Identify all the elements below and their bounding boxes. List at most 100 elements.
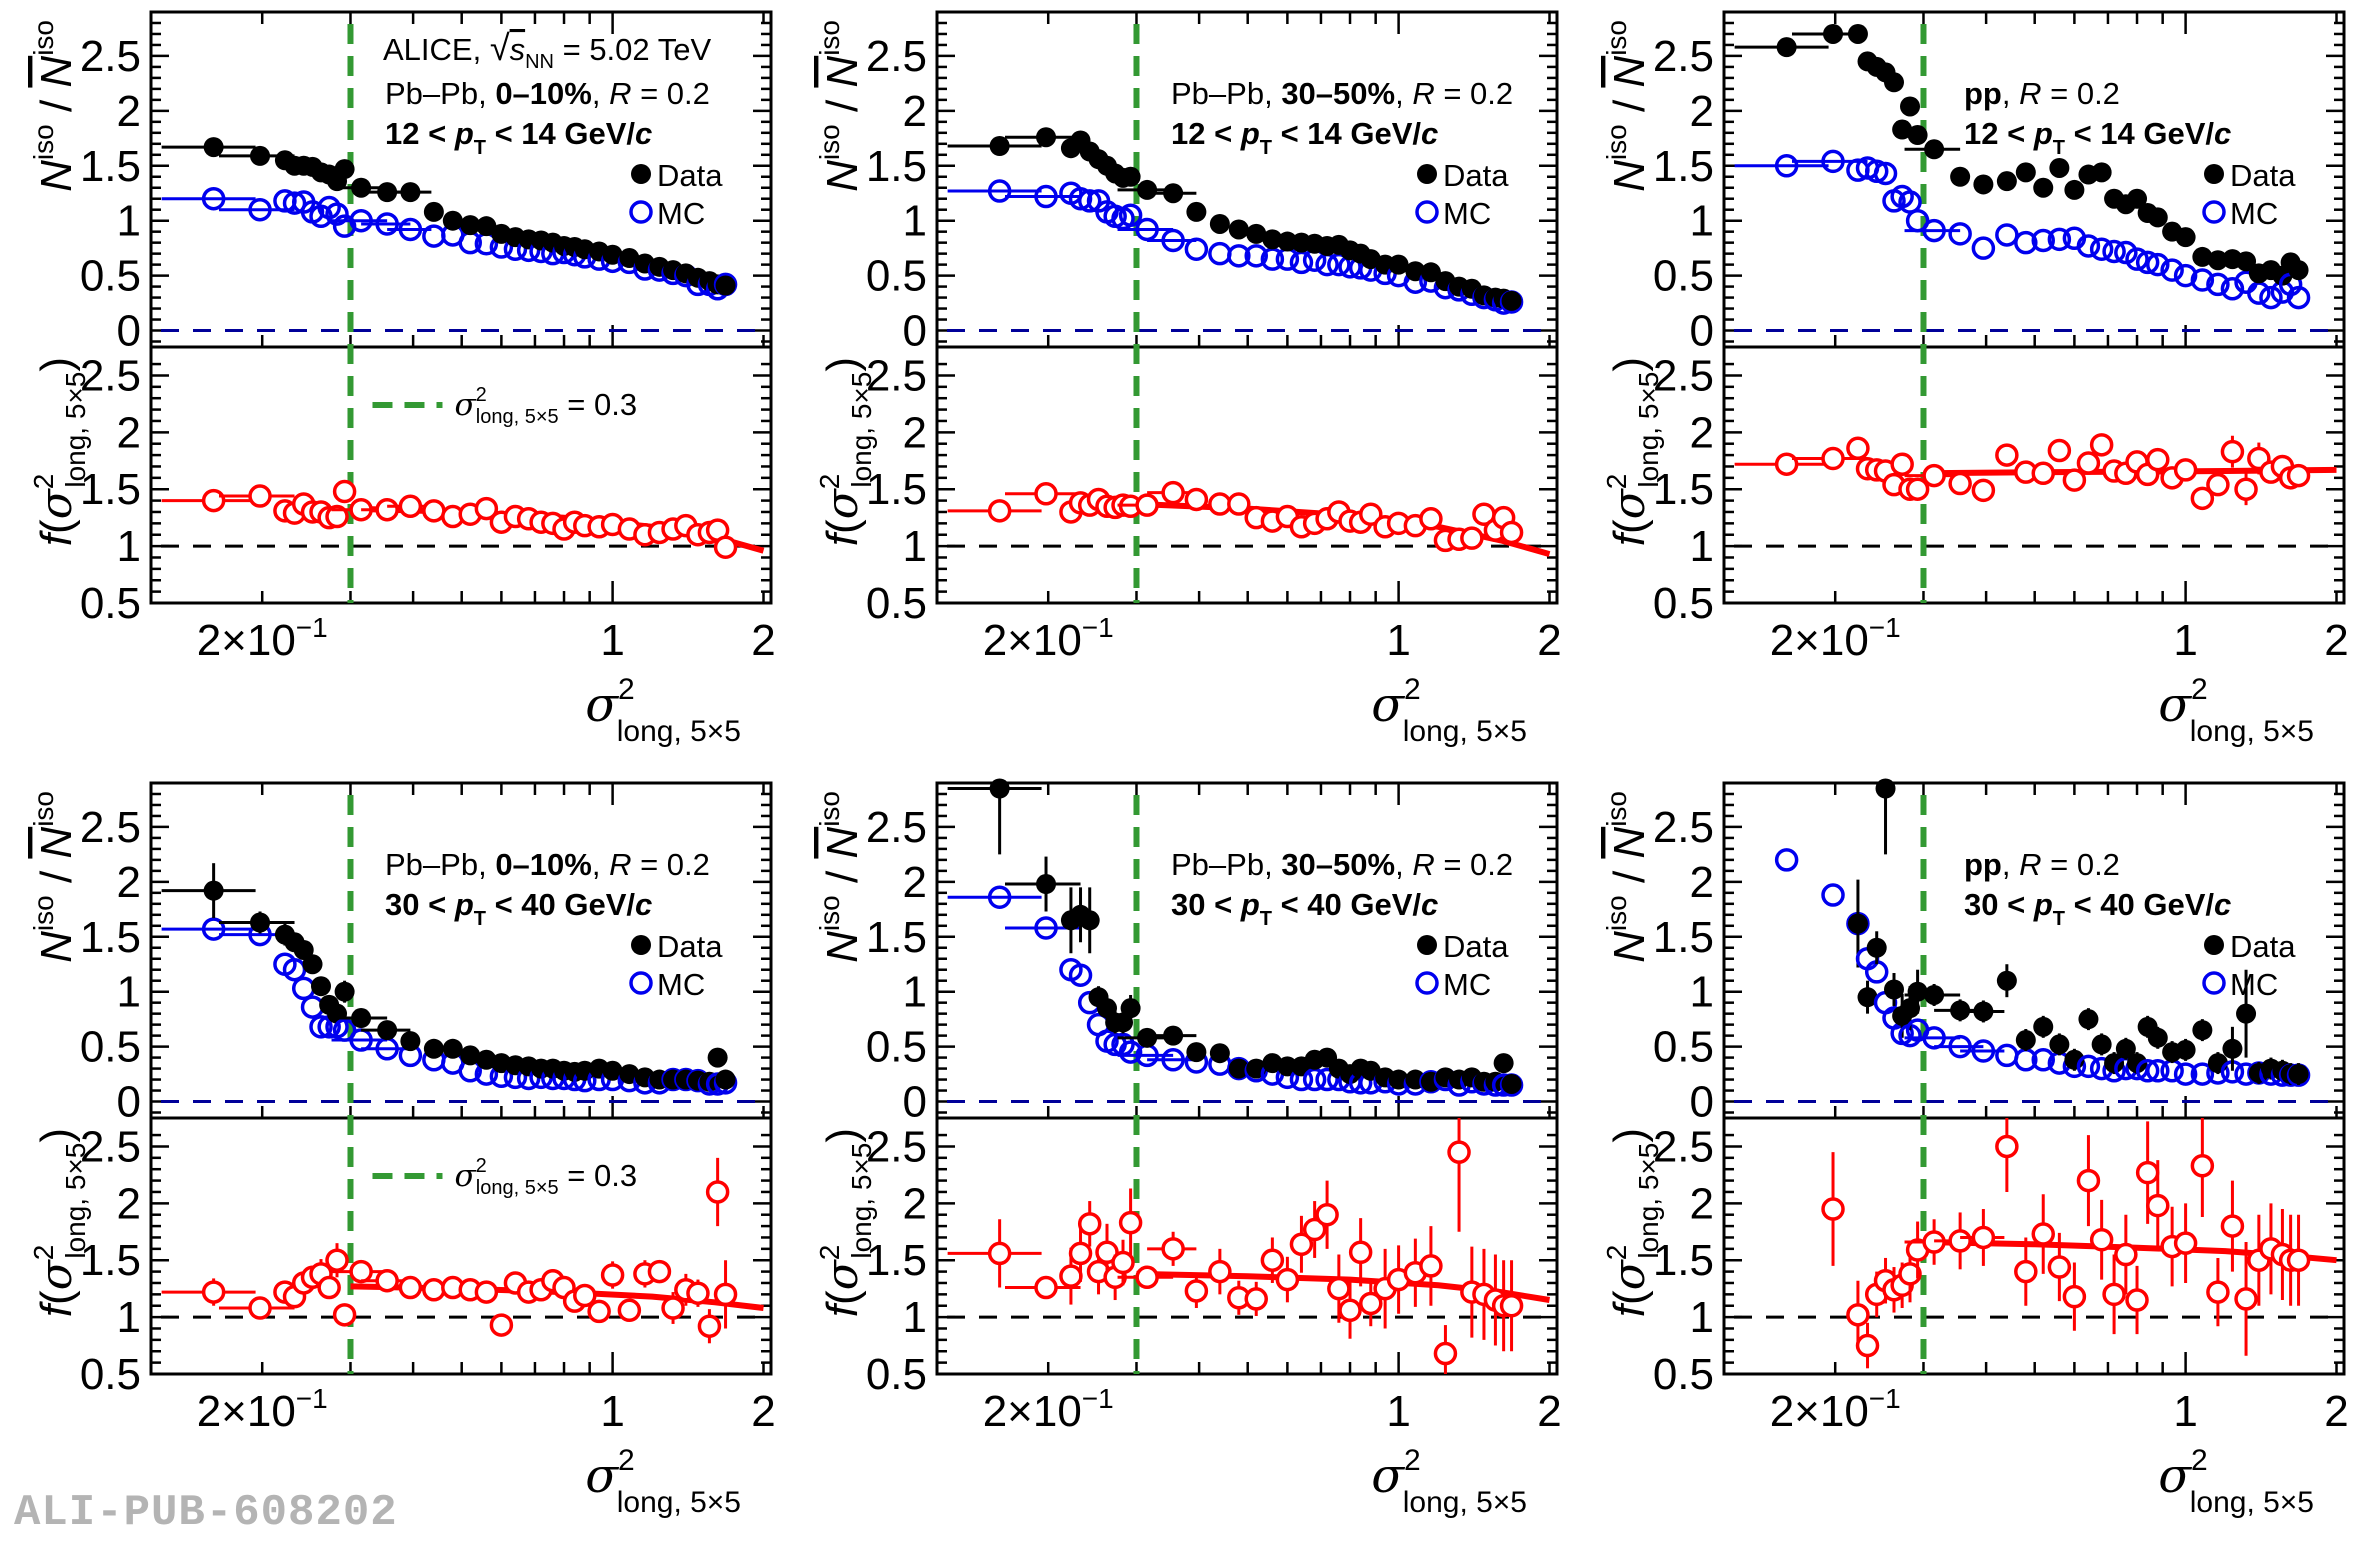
data-point (2175, 227, 2196, 248)
y-axis-title-lower: f(σ2long, 5×5) (814, 357, 877, 546)
x-tick-label: 2×10−1 (197, 1383, 328, 1436)
legend-data-marker (631, 935, 651, 955)
data-point (1036, 874, 1057, 895)
ratio-point (987, 499, 1012, 523)
ratio-point (2076, 1168, 2101, 1193)
mc-point (1948, 222, 1972, 246)
ratio-point (2076, 451, 2101, 475)
pt-unit-c: c (635, 887, 652, 922)
y-tick-label-upper: 1.5 (1653, 142, 1714, 191)
radius-symbol: R (1412, 847, 1434, 882)
pt-high: < 14 GeV/ (2065, 116, 2214, 151)
data-point (476, 1049, 497, 1070)
mc-point (2247, 281, 2271, 305)
x-axis-title-sub: long, 5×5 (2190, 715, 2314, 748)
x-axis-title: σ2 long, 5×5 (2158, 1444, 2314, 1519)
x-axis-title-sigma: σ (1371, 1448, 1405, 1504)
ratio-point (2135, 1160, 2160, 1185)
system-sep: , (1395, 76, 1412, 111)
mc-point (1208, 241, 1232, 266)
x-tick-label: 2×10−1 (983, 1383, 1114, 1436)
ratio-point (1161, 1237, 1185, 1261)
x-axis-title-sup: 2 (618, 1444, 635, 1477)
x-axis-title-sub: long, 5×5 (1403, 1486, 1527, 1519)
data-point (1277, 1056, 1298, 1077)
ratio-point (1068, 1241, 1093, 1266)
data-point (423, 201, 444, 222)
x-tick-label: 1 (2173, 1387, 2197, 1436)
y-title-paren-close: ) (32, 1128, 81, 1143)
ratio-point (1419, 507, 1443, 531)
y-title-Nbar: N (818, 56, 867, 88)
ratio-point (1227, 492, 1251, 516)
data-point (351, 177, 372, 198)
y-axis-title-lower: f(σ2long, 5×5) (28, 1128, 91, 1317)
x-tick-label-base: 2×10 (197, 616, 296, 665)
x-tick-label-base: 1 (2173, 616, 2197, 665)
ratio-point (1447, 1140, 1471, 1164)
ratio-point (201, 488, 226, 513)
x-tick-label-base: 1 (600, 616, 624, 665)
data-point (2015, 1030, 2036, 1051)
ratio-point (1460, 526, 1484, 550)
mc-point (1275, 247, 1300, 271)
x-axis-title-sub: long, 5×5 (1403, 715, 1527, 748)
y-title-sup: 2 (1601, 1245, 1632, 1261)
system-sep: , (2002, 76, 2019, 111)
data-point (2064, 179, 2085, 200)
mc-point (291, 976, 316, 1001)
x-axis-title: σ2 long, 5×5 (1371, 673, 1527, 748)
y-title-sigma: σ (817, 1258, 868, 1290)
radius-symbol: R (2019, 76, 2041, 111)
x-tick-label-base: 2 (2324, 1387, 2348, 1436)
x-tick-label-base: 2×10 (983, 616, 1082, 665)
data-point (203, 137, 224, 158)
ratio-point (2089, 1227, 2114, 1252)
y-tick-label-upper: 1.5 (866, 142, 927, 191)
mc-point (2190, 1062, 2215, 1086)
x-tick-label: 1 (2173, 616, 2197, 665)
ratio-point (1034, 482, 1058, 506)
ratio-point (1905, 477, 1930, 501)
panel-pbpb-30-50-high: 00.511.522.50.511.522.52×10−1 1 2σ2 long, 5… (814, 778, 1562, 1519)
ratio-point (474, 1280, 499, 1304)
ratio-point (1184, 487, 1209, 512)
system-sep: , (592, 847, 609, 882)
mc-point (349, 208, 373, 233)
x-axis-title: σ2 long, 5×5 (2158, 673, 2314, 748)
y-tick-label-upper: 1 (117, 197, 141, 246)
radius-symbol: R (2019, 847, 2041, 882)
mc-point (2146, 1059, 2170, 1083)
x-tick-label: 2×10−1 (1770, 612, 1901, 665)
ratio-point (375, 497, 399, 522)
x-axis-title: σ2 long, 5×5 (585, 673, 741, 748)
ratio-point (2031, 461, 2055, 486)
y-title-sup: 2 (28, 1245, 59, 1261)
mc-point (282, 191, 307, 215)
ratio-point (661, 1296, 685, 1320)
pt-subscript: T (2053, 137, 2065, 159)
x-axis-title-sigma: σ (1371, 677, 1405, 733)
y-title-slash: / (1605, 88, 1654, 125)
mc-point (1077, 189, 1102, 213)
data-point (1079, 910, 1100, 931)
mc-point (2206, 272, 2230, 297)
ratio-point (2190, 1154, 2215, 1178)
mc-point (1161, 228, 1185, 253)
x-axis-title-sup: 2 (1404, 673, 1421, 706)
x-tick-label-base: 2 (1537, 616, 1561, 665)
data-point (1950, 166, 1971, 187)
radius-value: = 0.2 (631, 847, 709, 882)
y-title-Nbar: N (32, 56, 81, 88)
mc-point (1922, 218, 1946, 243)
y-tick-label-upper: 1 (1690, 968, 1714, 1017)
ratio-point (489, 1313, 514, 1337)
x-tick-label: 2×10−1 (1770, 1383, 1901, 1436)
y-title-paren: ( (32, 1290, 81, 1305)
data-point (1973, 174, 1994, 195)
legend-data-label: Data (657, 158, 723, 193)
ratio-point (2286, 463, 2311, 488)
x-tick-label-base: 1 (1386, 616, 1410, 665)
data-point (1388, 254, 1409, 275)
data-point (2288, 1064, 2309, 1085)
